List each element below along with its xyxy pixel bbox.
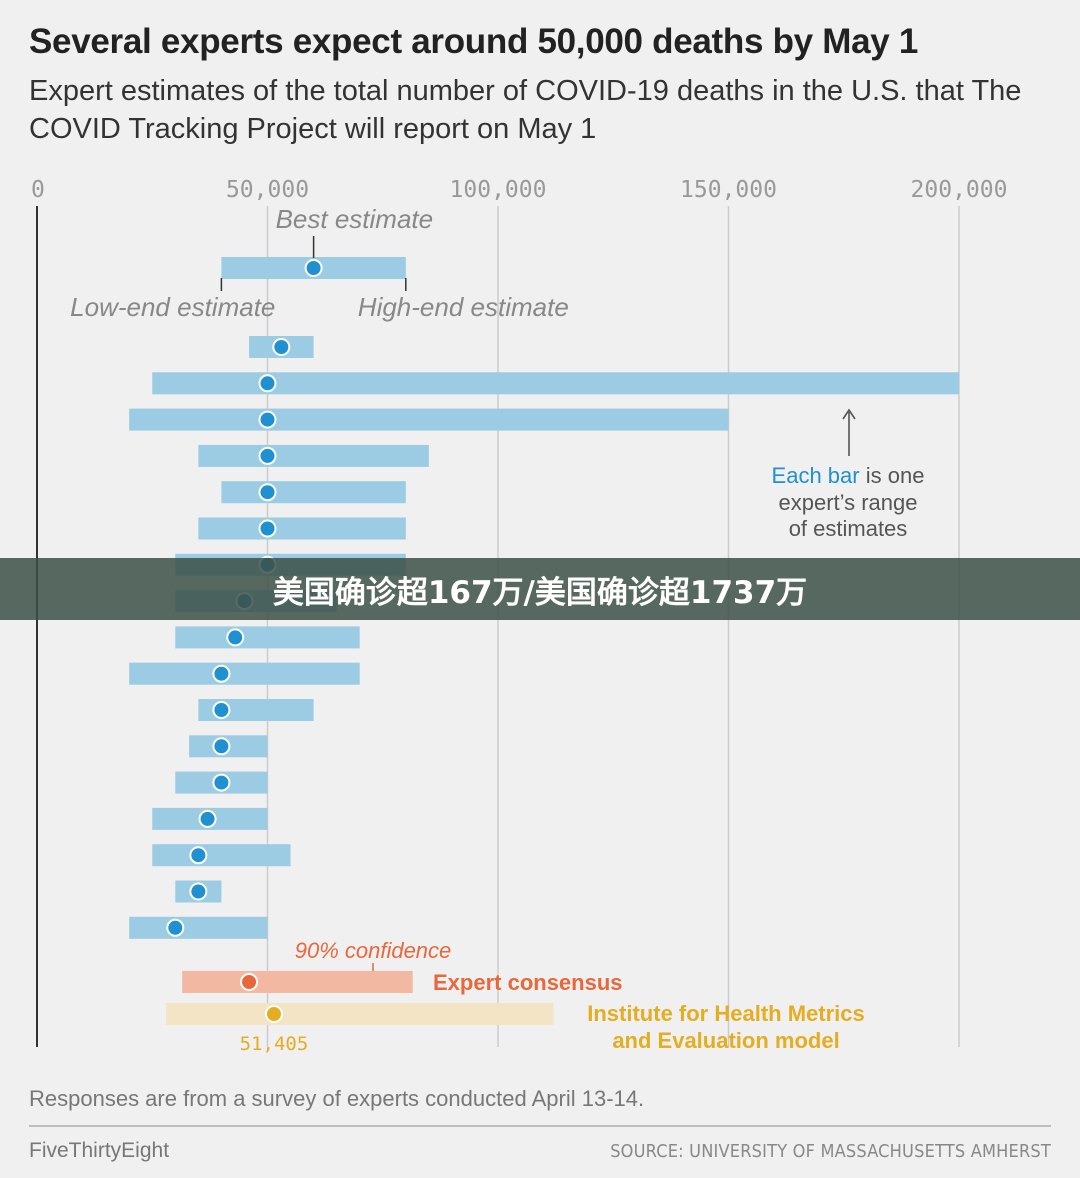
expert-range-bar — [129, 408, 729, 431]
expert-range-dot — [212, 664, 231, 683]
bar-note-rest: is one — [866, 463, 925, 488]
x-tick-label: 200,000 — [911, 177, 1008, 203]
expert-range-bar — [175, 626, 360, 649]
ihme-label-line1: Institute for Health Metrics — [587, 1001, 864, 1026]
expert-range-bar — [129, 916, 268, 939]
bar-note-accent: Each bar — [772, 463, 860, 488]
expert-range-dot — [189, 882, 208, 901]
ihme-bar — [166, 1003, 554, 1025]
brand-logo-text: FiveThirtyEight — [29, 1139, 170, 1162]
bar-note-line3: of estimates — [789, 516, 908, 541]
best-estimate-label: Best estimate — [276, 204, 434, 234]
source-credit: SOURCE: UNIVERSITY OF MASSACHUSETTS AMHE… — [610, 1141, 1051, 1162]
x-tick-label: 150,000 — [680, 177, 777, 203]
expert-range-dot — [212, 737, 231, 756]
bar-explanation-note: Each bar is one expert’s range of estima… — [772, 408, 925, 541]
expert-range-dot — [258, 483, 277, 502]
summary-bars — [166, 963, 554, 1025]
chart-title: Several experts expect around 50,000 dea… — [29, 22, 919, 61]
expert-range-bar — [198, 517, 406, 540]
expert-range-bar — [129, 662, 360, 685]
expert-range-dot — [212, 773, 231, 792]
expert-range-dot — [258, 374, 277, 393]
expert-range-bar — [221, 481, 406, 504]
ihme-dot — [264, 1005, 283, 1023]
expert-range-bar — [152, 844, 291, 867]
ihme-label-line2: and Evaluation model — [612, 1028, 839, 1053]
expert-range-dot — [258, 446, 277, 465]
x-tick-label: 50,000 — [226, 177, 309, 203]
low-end-estimate-label: Low-end estimate — [70, 292, 275, 322]
expert-range-bar — [198, 444, 429, 467]
expert-range-dot — [258, 519, 277, 538]
caption-banner-text: 美国确诊超167万/美国确诊超1737万 — [272, 574, 808, 611]
caption-banner: 美国确诊超167万/美国确诊超1737万 — [0, 558, 1080, 620]
legend-example-dot — [304, 259, 323, 277]
high-end-estimate-label: High-end estimate — [358, 292, 569, 322]
expert-range-dot — [258, 410, 277, 429]
expert-range-dot — [189, 846, 208, 865]
footer-divider — [29, 1125, 1051, 1127]
expert-range-bar — [152, 372, 959, 395]
gridlines: 0 50,000 100,000 150,000 200,000 — [31, 177, 1007, 1047]
footnote: Responses are from a survey of experts c… — [29, 1086, 645, 1111]
consensus-dot — [240, 973, 259, 991]
expert-range-dot — [166, 918, 185, 937]
consensus-label: Expert consensus — [433, 970, 623, 995]
expert-range-dot — [226, 628, 245, 647]
confidence-label: 90% confidence — [295, 938, 452, 963]
ihme-best-value-label: 51,405 — [240, 1033, 309, 1055]
expert-range-dot — [212, 701, 231, 719]
x-tick-label: 100,000 — [450, 177, 547, 203]
x-tick-label: 0 — [31, 177, 45, 203]
arrowhead-icon — [842, 408, 856, 420]
range-chart: 0 50,000 100,000 150,000 200,000 Best estima… — [31, 177, 1007, 1055]
expert-range-dot — [272, 338, 291, 356]
legend-example — [220, 236, 407, 291]
expert-bars — [129, 336, 959, 939]
consensus-bar — [182, 971, 413, 993]
chart-subtitle: Expert estimates of the total number of … — [29, 75, 1022, 145]
bar-note-line2: expert’s range — [778, 490, 917, 515]
bar-note-line1: Each bar is one — [772, 463, 925, 488]
expert-range-dot — [198, 809, 217, 828]
